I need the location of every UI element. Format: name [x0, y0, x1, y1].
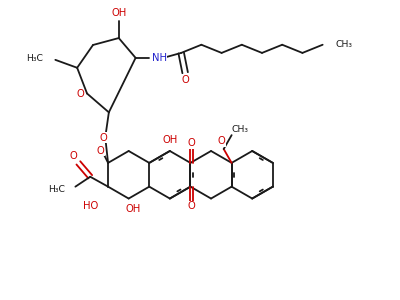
Text: HO: HO: [83, 202, 98, 212]
Text: CH₃: CH₃: [231, 125, 248, 134]
Text: H₃C: H₃C: [48, 185, 66, 194]
Text: O: O: [218, 136, 226, 146]
Text: OH: OH: [126, 204, 141, 214]
Text: O: O: [100, 133, 107, 142]
Text: OH: OH: [111, 8, 126, 18]
Text: O: O: [96, 146, 104, 156]
Text: CH₃: CH₃: [336, 40, 352, 49]
Text: O: O: [181, 75, 189, 85]
Text: O: O: [188, 202, 195, 212]
Text: OH: OH: [162, 135, 178, 145]
Text: O: O: [70, 151, 77, 161]
Text: O: O: [76, 88, 84, 98]
Text: O: O: [188, 138, 195, 148]
Text: H₃C: H₃C: [26, 54, 44, 63]
Text: NH: NH: [152, 53, 167, 63]
